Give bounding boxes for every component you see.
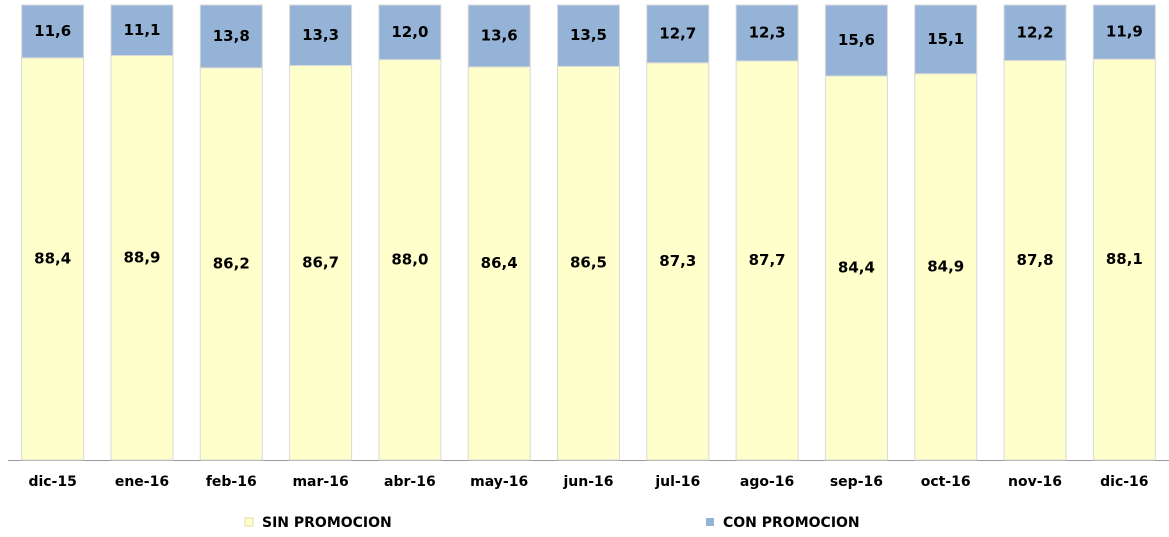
data-label: 11,1 — [123, 21, 160, 39]
bar-segment — [289, 65, 353, 461]
legend-swatch — [244, 517, 254, 527]
data-label: 12,7 — [659, 24, 696, 42]
x-tick-label: sep-16 — [830, 474, 883, 490]
data-label: 88,9 — [123, 248, 160, 266]
legend-label: CON PROMOCION — [723, 515, 860, 531]
x-tick-label: jun-16 — [562, 474, 613, 490]
bar-segment — [21, 57, 85, 461]
legend-label: SIN PROMOCION — [262, 515, 392, 531]
bar-segment — [467, 4, 531, 68]
x-tick-label: abr-16 — [384, 474, 436, 490]
x-tick-label: feb-16 — [206, 474, 257, 490]
x-tick-label: dic-15 — [28, 474, 76, 490]
bar-segment — [646, 62, 710, 461]
x-tick-label: may-16 — [470, 474, 528, 490]
bar-segment — [199, 4, 263, 69]
bar-segment — [646, 4, 710, 64]
x-tick-label: nov-16 — [1008, 474, 1062, 490]
bar-segment — [378, 59, 442, 461]
bar-segment — [1092, 4, 1156, 60]
data-label: 87,3 — [659, 252, 696, 270]
data-label: 87,8 — [1017, 251, 1054, 269]
data-label: 86,2 — [213, 254, 250, 272]
data-label: 13,3 — [302, 26, 339, 44]
x-tick-label: mar-16 — [292, 474, 348, 490]
data-label: 12,0 — [391, 23, 428, 41]
bar-segment — [378, 4, 442, 61]
data-label: 13,5 — [570, 26, 607, 44]
data-label: 84,9 — [927, 257, 964, 275]
bar-segment — [735, 4, 799, 62]
data-label: 13,8 — [213, 27, 250, 45]
x-tick-label: oct-16 — [921, 474, 971, 490]
bar-segment — [1003, 4, 1067, 62]
data-label: 13,6 — [481, 26, 518, 44]
data-label: 86,5 — [570, 254, 607, 272]
bar-segment — [557, 4, 620, 67]
bar-segment — [824, 75, 888, 461]
bar-segment — [1092, 58, 1156, 461]
data-label: 12,2 — [1017, 23, 1054, 41]
bar-segment — [914, 73, 978, 461]
data-label: 84,4 — [838, 258, 875, 276]
bar-segment — [289, 4, 353, 67]
bar-segment — [735, 60, 799, 461]
bar-segment — [467, 66, 531, 461]
data-label: 86,7 — [302, 253, 339, 271]
bar-segment — [199, 67, 263, 461]
data-label: 88,1 — [1106, 250, 1143, 268]
data-label: 88,4 — [34, 249, 71, 267]
data-label: 15,6 — [838, 31, 875, 49]
legend-swatch — [706, 518, 714, 526]
data-label: 12,3 — [749, 23, 786, 41]
data-label: 86,4 — [481, 254, 518, 272]
bar-segment — [824, 4, 888, 77]
x-tick-label: ene-16 — [115, 474, 169, 490]
data-label: 11,6 — [34, 22, 71, 40]
bar-segment — [557, 65, 620, 461]
bar-segment — [110, 4, 174, 57]
data-label: 87,7 — [749, 251, 786, 269]
x-tick-label: jul-16 — [654, 474, 700, 490]
bar-segment — [914, 4, 978, 75]
bar-segment — [21, 4, 85, 59]
x-tick-label: ago-16 — [740, 474, 794, 490]
x-tick-label: dic-16 — [1100, 474, 1148, 490]
data-label: 11,9 — [1106, 23, 1143, 41]
bar-segment — [1003, 60, 1067, 461]
data-label: 88,0 — [391, 250, 428, 268]
data-label: 15,1 — [927, 30, 964, 48]
